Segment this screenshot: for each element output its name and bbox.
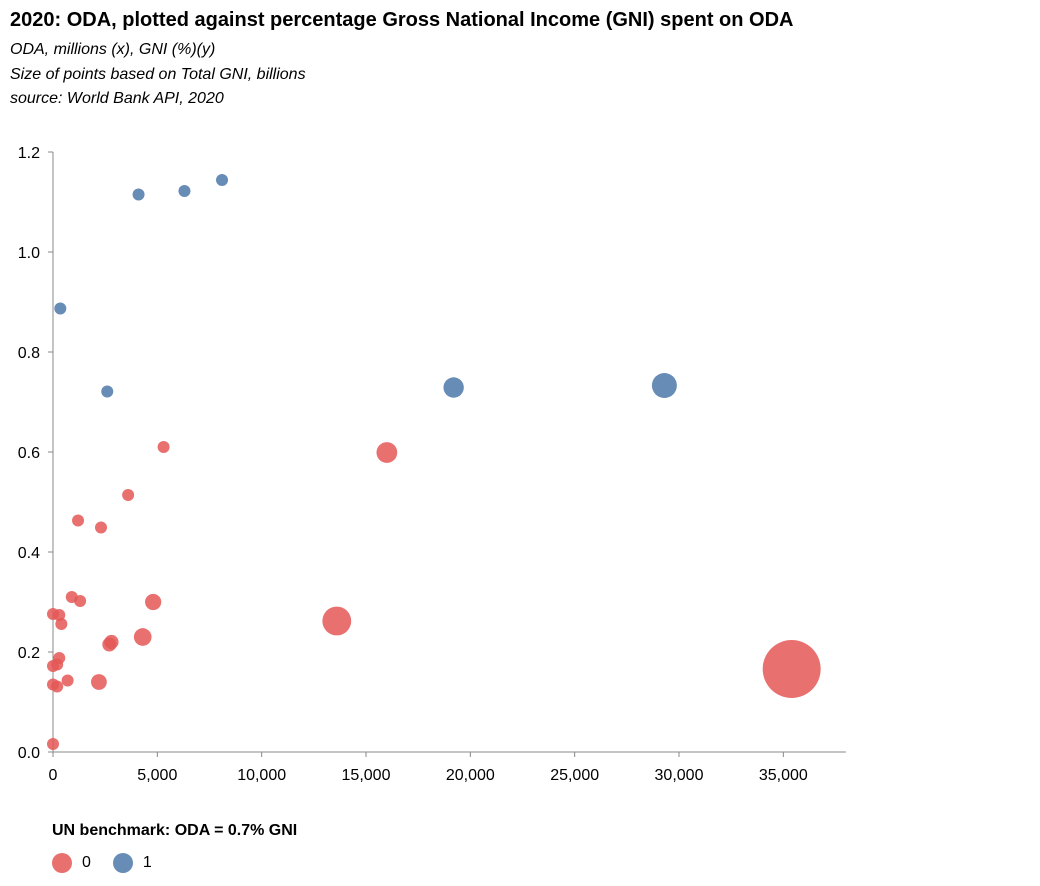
data-point [94,521,107,534]
legend-label-1: 1 [142,854,152,871]
data-point [157,441,170,453]
data-point [122,489,135,501]
legend-item-0: 0 [52,853,91,873]
data-point [102,637,117,652]
legend-item-1: 1 [112,853,152,873]
legend-swatch-0 [52,853,72,873]
data-point [443,377,464,398]
data-point [145,593,162,611]
data-point [178,185,191,197]
chart-subtitle-axes: ODA, millions (x), GNI (%)(y) [10,41,216,58]
data-point [322,606,352,636]
data-point [47,678,59,691]
x-tick-label: 0 [49,767,58,784]
legend-swatch-1 [112,853,133,873]
data-point [47,738,59,750]
data-point [216,174,229,186]
data-point [55,618,68,630]
y-tick-label: 0.6 [18,445,40,462]
data-point [101,385,114,398]
x-tick-label: 25,000 [550,767,599,784]
y-tick-label: 1.2 [18,145,40,162]
data-point [133,628,152,646]
data-points [47,174,821,750]
data-point [132,188,145,201]
x-tick-label: 30,000 [655,767,704,784]
x-tick-label: 10,000 [237,767,286,784]
data-point [376,442,398,463]
data-point [47,608,59,620]
chart-subtitle-source: source: World Bank API, 2020 [10,90,224,107]
data-point [762,640,821,698]
data-point [54,302,67,315]
y-tick-label: 1.0 [18,245,40,262]
chart-subtitle-size: Size of points based on Total GNI, billi… [10,66,306,83]
x-tick-label: 20,000 [446,767,495,784]
legend-label-0: 0 [82,854,91,871]
data-point [47,660,59,672]
chart-title: 2020: ODA, plotted against percentage Gr… [10,9,794,31]
legend: 0 1 [52,853,174,873]
x-tick-label: 5,000 [137,767,177,784]
data-point [72,514,85,527]
data-point [61,674,74,687]
x-tick-label: 15,000 [342,767,391,784]
legend-title: UN benchmark: ODA = 0.7% GNI [52,822,298,839]
x-tick-label: 35,000 [759,767,808,784]
data-point [65,591,78,603]
y-tick-label: 0.8 [18,345,40,362]
y-tick-label: 0.2 [18,645,40,662]
y-tick-label: 0.4 [18,545,40,562]
data-point [651,373,677,398]
y-tick-label: 0.0 [18,745,40,762]
data-point [91,674,107,690]
axes: 0 5,000 10,000 15,000 20,000 25,000 30,000 35,0… [18,145,846,784]
